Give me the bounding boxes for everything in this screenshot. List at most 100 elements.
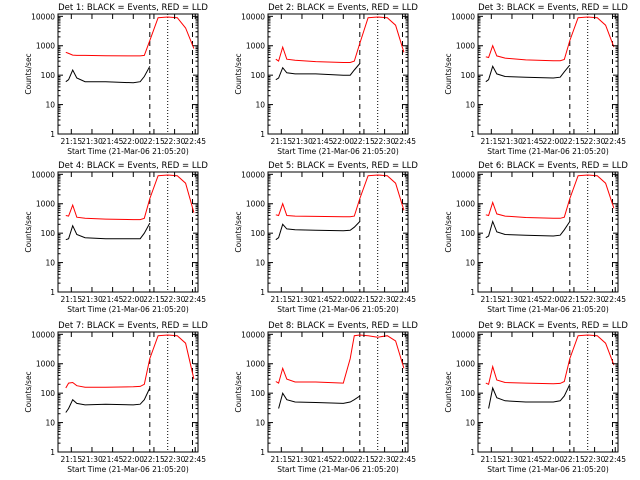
x-tick-label: 21:45 [522, 137, 544, 146]
y-tick-label: 1 [470, 448, 475, 457]
series-line-events [65, 66, 151, 84]
y-tick-label: 1000 [246, 200, 265, 209]
x-tick-label: 21:15 [480, 137, 502, 146]
y-axis-label: Counts/sec [234, 53, 243, 94]
x-tick-label: 21:45 [102, 137, 124, 146]
x-tick-label: 21:15 [270, 455, 292, 464]
x-axis-label: Start Time (21-Mar-06 21:05:20) [487, 465, 609, 474]
x-tick-label: 22:00 [332, 137, 354, 146]
y-axis-label: Counts/sec [24, 53, 33, 94]
chart-title: Det 3: BLACK = Events, RED = LLD [478, 3, 628, 13]
y-tick-label: 10 [465, 101, 475, 110]
chart-panel: Det 6: BLACK = Events, RED = LLD 1 10 100 10… [444, 161, 628, 314]
y-tick-label: 10000 [241, 330, 265, 339]
chart-panel: Det 8: BLACK = Events, RED = LLD 1 10 100 10… [234, 321, 418, 474]
x-tick-label: 21:30 [291, 295, 313, 304]
y-tick-label: 1000 [36, 200, 55, 209]
x-tick-label: 21:15 [60, 137, 82, 146]
series-line-events [485, 64, 571, 83]
chart-panel: Det 1: BLACK = Events, RED = LLD 1 10 100 10… [24, 3, 208, 156]
x-tick-label: 22:15 [143, 295, 165, 304]
plot-frame [477, 331, 619, 453]
chart-panel: Det 9: BLACK = Events, RED = LLD 1 10 100 10… [444, 321, 628, 474]
x-tick-label: 22:45 [604, 295, 626, 304]
x-tick-label: 21:15 [480, 455, 502, 464]
x-tick-label: 22:45 [604, 137, 626, 146]
chart-title: Det 6: BLACK = Events, RED = LLD [478, 161, 628, 171]
x-tick-label: 22:00 [122, 295, 144, 304]
y-tick-label: 10000 [451, 12, 475, 21]
x-tick-label: 22:30 [584, 455, 606, 464]
x-tick-label: 21:30 [291, 137, 313, 146]
chart-title: Det 4: BLACK = Events, RED = LLD [58, 161, 208, 171]
x-tick-label: 22:45 [184, 295, 206, 304]
x-tick-label: 22:30 [374, 295, 396, 304]
series-line-lld [485, 16, 615, 62]
y-tick-label: 1 [470, 130, 475, 139]
series-line-lld [485, 174, 615, 219]
x-tick-label: 22:30 [584, 295, 606, 304]
series-line-events [275, 63, 361, 81]
y-tick-label: 10000 [31, 330, 55, 339]
y-tick-label: 100 [251, 389, 266, 398]
y-axis-label: Counts/sec [234, 211, 243, 252]
y-tick-label: 1000 [246, 42, 265, 51]
x-tick-label: 22:00 [332, 295, 354, 304]
x-tick-label: 22:15 [563, 295, 585, 304]
x-tick-label: 22:45 [394, 295, 416, 304]
x-tick-label: 21:45 [312, 455, 334, 464]
chart-panel: Det 3: BLACK = Events, RED = LLD 1 10 100 10… [444, 3, 628, 156]
plot-frame [57, 331, 199, 453]
x-tick-label: 21:45 [522, 455, 544, 464]
y-tick-label: 1 [50, 130, 55, 139]
x-tick-label: 21:15 [60, 295, 82, 304]
y-tick-label: 1 [260, 130, 265, 139]
chart-panel: Det 2: BLACK = Events, RED = LLD 1 10 100 10… [234, 3, 418, 156]
x-axis-label: Start Time (21-Mar-06 21:05:20) [277, 465, 399, 474]
y-tick-label: 1 [470, 288, 475, 297]
series-line-events [488, 384, 571, 409]
y-tick-label: 1000 [456, 200, 475, 209]
plot-frame [267, 331, 409, 453]
y-tick-label: 10 [255, 259, 265, 268]
chart-title: Det 8: BLACK = Events, RED = LLD [268, 321, 418, 331]
chart-panel: Det 4: BLACK = Events, RED = LLD 1 10 100 10… [24, 161, 208, 314]
x-tick-label: 21:30 [501, 295, 523, 304]
y-tick-label: 100 [461, 71, 476, 80]
x-axis-label: Start Time (21-Mar-06 21:05:20) [487, 305, 609, 314]
x-tick-label: 22:00 [542, 295, 564, 304]
y-tick-label: 10 [255, 101, 265, 110]
x-tick-label: 22:15 [353, 295, 375, 304]
x-tick-label: 21:15 [60, 455, 82, 464]
x-tick-label: 22:45 [394, 455, 416, 464]
x-tick-label: 21:45 [312, 137, 334, 146]
x-axis-label: Start Time (21-Mar-06 21:05:20) [67, 465, 189, 474]
chart-panel: Det 5: BLACK = Events, RED = LLD 1 10 100 10… [234, 161, 418, 314]
y-axis-label: Counts/sec [234, 371, 243, 412]
y-tick-label: 10 [465, 419, 475, 428]
x-tick-label: 22:15 [143, 137, 165, 146]
x-tick-label: 22:30 [374, 455, 396, 464]
y-tick-label: 100 [461, 389, 476, 398]
y-tick-label: 10000 [451, 170, 475, 179]
y-tick-label: 100 [251, 71, 266, 80]
x-axis-label: Start Time (21-Mar-06 21:05:20) [277, 147, 399, 156]
series-line-events [275, 221, 361, 241]
x-tick-label: 21:30 [81, 455, 103, 464]
x-tick-label: 22:45 [394, 137, 416, 146]
y-tick-label: 10 [45, 419, 55, 428]
y-tick-label: 1 [50, 448, 55, 457]
y-tick-label: 10 [465, 259, 475, 268]
series-line-events [65, 387, 151, 413]
x-tick-label: 21:30 [291, 455, 313, 464]
y-tick-label: 1 [260, 448, 265, 457]
x-tick-label: 21:30 [501, 137, 523, 146]
x-axis-label: Start Time (21-Mar-06 21:05:20) [67, 305, 189, 314]
y-tick-label: 100 [41, 229, 56, 238]
x-axis-label: Start Time (21-Mar-06 21:05:20) [277, 305, 399, 314]
plot-frame [57, 171, 199, 293]
y-tick-label: 10000 [31, 12, 55, 21]
y-tick-label: 10 [255, 419, 265, 428]
series-line-events [485, 219, 571, 239]
y-axis-label: Counts/sec [444, 371, 453, 412]
